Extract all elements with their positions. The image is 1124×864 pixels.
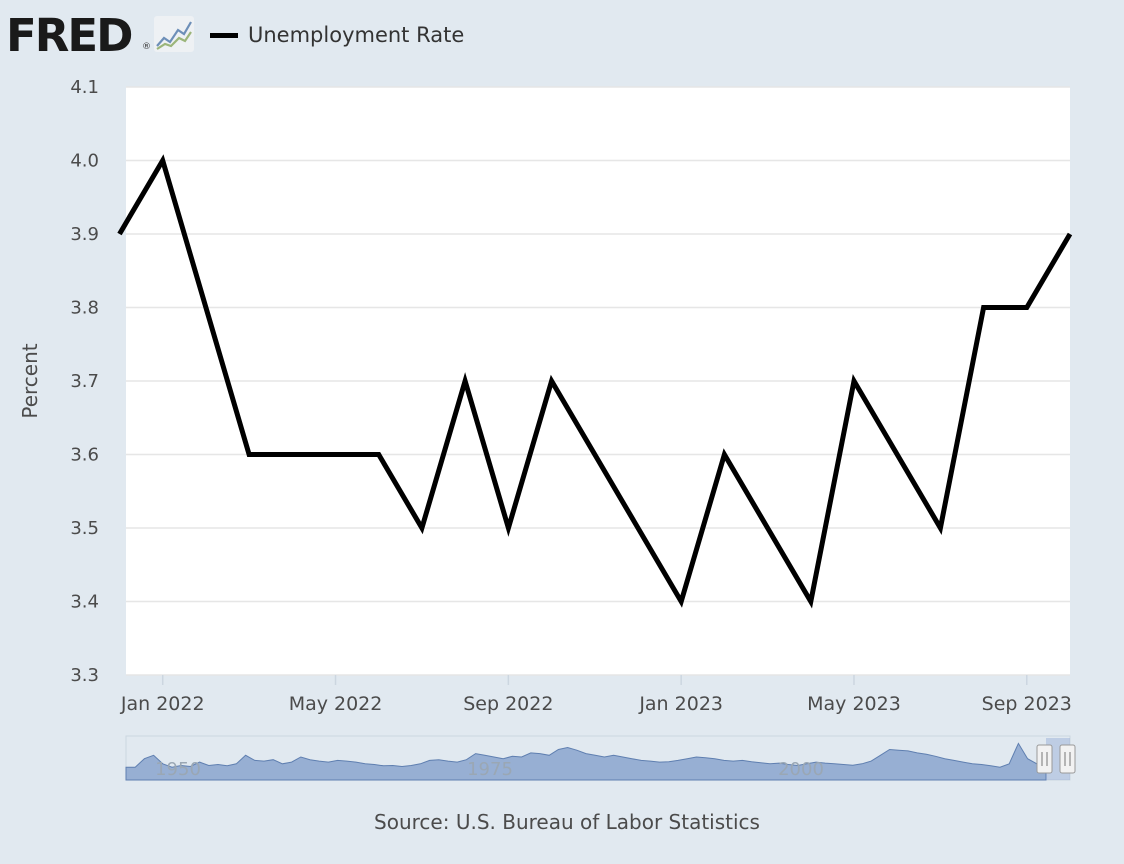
y-tick-label: 4.0 (70, 151, 99, 172)
navigator-right-handle[interactable] (1059, 744, 1076, 774)
data-point[interactable] (762, 522, 774, 534)
legend-label: Unemployment Rate (248, 23, 465, 47)
data-point[interactable] (200, 302, 212, 314)
data-point[interactable] (848, 375, 860, 387)
navigator-year-label: 1975 (467, 759, 513, 780)
x-axis: Jan 2022 May 2022 Sep 2022 Jan 2023 May 2023… (120, 675, 1072, 715)
x-tick-label: May 2023 (807, 693, 901, 715)
y-tick-label: 3.4 (70, 592, 99, 613)
series-line-unemployment-rate[interactable] (117, 154, 1073, 609)
data-point[interactable] (330, 449, 342, 461)
source-note: Source: U.S. Bureau of Labor Statistics (374, 810, 760, 834)
y-tick-label: 3.6 (70, 445, 99, 466)
x-tick-label: Sep 2023 (982, 693, 1072, 715)
data-point[interactable] (891, 449, 903, 461)
data-point[interactable] (114, 228, 126, 240)
navigator-left-handle[interactable] (1036, 744, 1053, 774)
chart[interactable]: 3.3 3.4 3.5 3.6 3.7 3.8 3.9 4.0 4.1 Jan 2022 May … (0, 0, 1124, 800)
fred-graph-icon (154, 16, 194, 52)
x-tick-label: Sep 2022 (463, 693, 553, 715)
data-point[interactable] (978, 302, 990, 314)
x-tick-label: Jan 2023 (638, 693, 723, 715)
y-tick-label: 3.7 (70, 371, 99, 392)
data-point[interactable] (286, 449, 298, 461)
data-point[interactable] (675, 596, 687, 608)
data-point[interactable] (589, 449, 601, 461)
y-axis: 3.3 3.4 3.5 3.6 3.7 3.8 3.9 4.0 4.1 (70, 77, 99, 686)
y-tick-label: 3.5 (70, 518, 99, 539)
data-point[interactable] (502, 522, 514, 534)
navigator-year-label: 2000 (778, 759, 824, 780)
navigator-year-label: 1950 (155, 759, 201, 780)
data-point[interactable] (805, 596, 817, 608)
data-point[interactable] (416, 522, 428, 534)
navigator-labels: 1950 1975 2000 (155, 759, 824, 780)
data-point[interactable] (546, 375, 558, 387)
x-tick-label: Jan 2022 (120, 693, 205, 715)
data-point[interactable] (632, 522, 644, 534)
data-point[interactable] (459, 375, 471, 387)
y-tick-label: 4.1 (70, 77, 99, 98)
navigator-series-area (125, 742, 1047, 781)
navigator[interactable]: 1950 1975 2000 (125, 735, 1076, 781)
chart-header: FRED ® Unemployment Rate (0, 0, 1124, 70)
fred-registered-mark: ® (142, 42, 151, 52)
data-point[interactable] (373, 449, 385, 461)
data-point[interactable] (157, 155, 169, 167)
fred-logo[interactable]: FRED (6, 9, 133, 62)
chart-legend[interactable]: Unemployment Rate (210, 20, 464, 50)
legend-swatch (210, 32, 238, 38)
data-point[interactable] (718, 449, 730, 461)
y-axis-label: Percent (18, 343, 42, 418)
y-tick-label: 3.8 (70, 298, 99, 319)
data-point[interactable] (934, 522, 946, 534)
y-tick-label: 3.3 (70, 665, 99, 686)
x-tick-label: May 2022 (289, 693, 383, 715)
y-tick-label: 3.9 (70, 224, 99, 245)
data-point[interactable] (1021, 302, 1033, 314)
data-point[interactable] (243, 449, 255, 461)
series-layer[interactable] (114, 154, 1076, 609)
data-point[interactable] (1064, 228, 1076, 240)
